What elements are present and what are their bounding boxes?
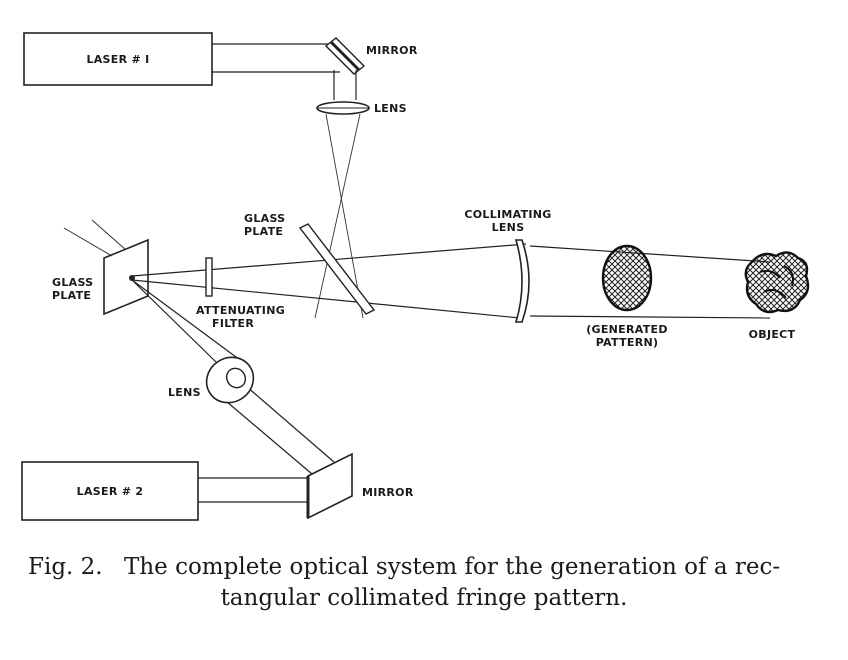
focus-cone: [314, 113, 364, 319]
glass-plate-left-label-2: PLATE: [52, 289, 91, 302]
attenuating-filter-label-2: FILTER: [212, 317, 254, 330]
lens-top-label: LENS: [374, 102, 407, 115]
glass-plate-center: GLASS PLATE: [244, 212, 376, 315]
collimating-lens: COLLIMATING LENS: [464, 208, 551, 323]
generated-pattern-label-2: PATTERN): [596, 336, 659, 349]
collimating-lens-label-2: LENS: [492, 221, 525, 234]
glass-plate-left: GLASS PLATE: [52, 238, 149, 316]
attenuating-filter-label-1: ATTENUATING: [196, 304, 285, 317]
optical-system-diagram: LASER # I MIRROR LENS GLASS PLATE: [21, 32, 810, 521]
generated-pattern-label-1: (GENERATED: [586, 323, 668, 336]
glass-plate-left-label-1: GLASS: [52, 276, 93, 289]
caption-line-2: tangular collimated fringe pattern.: [220, 585, 628, 611]
object-label: OBJECT: [749, 328, 796, 341]
attenuating-filter: ATTENUATING FILTER: [196, 257, 285, 330]
glass-plate-center-label-1: GLASS: [244, 212, 285, 225]
laser-2-beam: [198, 477, 316, 503]
lens-bottom-label: LENS: [168, 386, 201, 399]
laser-1-label: LASER # I: [86, 53, 149, 66]
object: OBJECT: [744, 251, 810, 341]
figure-number: Fig. 2.: [28, 554, 103, 580]
glass-plate-center-label-2: PLATE: [244, 225, 283, 238]
laser-2-label: LASER # 2: [77, 485, 144, 498]
collimating-lens-label-1: COLLIMATING: [464, 208, 551, 221]
laser-1-beam: [212, 43, 340, 73]
lower-beam-to-mirror: [219, 385, 335, 475]
beam-mirror-to-lens: [333, 70, 357, 100]
lens-top: LENS: [316, 101, 407, 115]
generated-pattern: (GENERATED PATTERN): [586, 244, 668, 349]
caption-line-1: The complete optical system for the gene…: [124, 554, 781, 580]
laser-1: LASER # I: [23, 32, 213, 86]
stray-lines: [63, 219, 127, 257]
mirror-bottom: MIRROR: [306, 452, 414, 520]
collimated-beam: [529, 245, 771, 319]
mirror-top-label: MIRROR: [366, 44, 418, 57]
lens-bottom: LENS: [168, 356, 255, 404]
mirror-bottom-label: MIRROR: [362, 486, 414, 499]
mirror-top: MIRROR: [324, 37, 418, 75]
lower-beam-cone: [131, 279, 241, 363]
laser-2: LASER # 2: [21, 461, 199, 521]
